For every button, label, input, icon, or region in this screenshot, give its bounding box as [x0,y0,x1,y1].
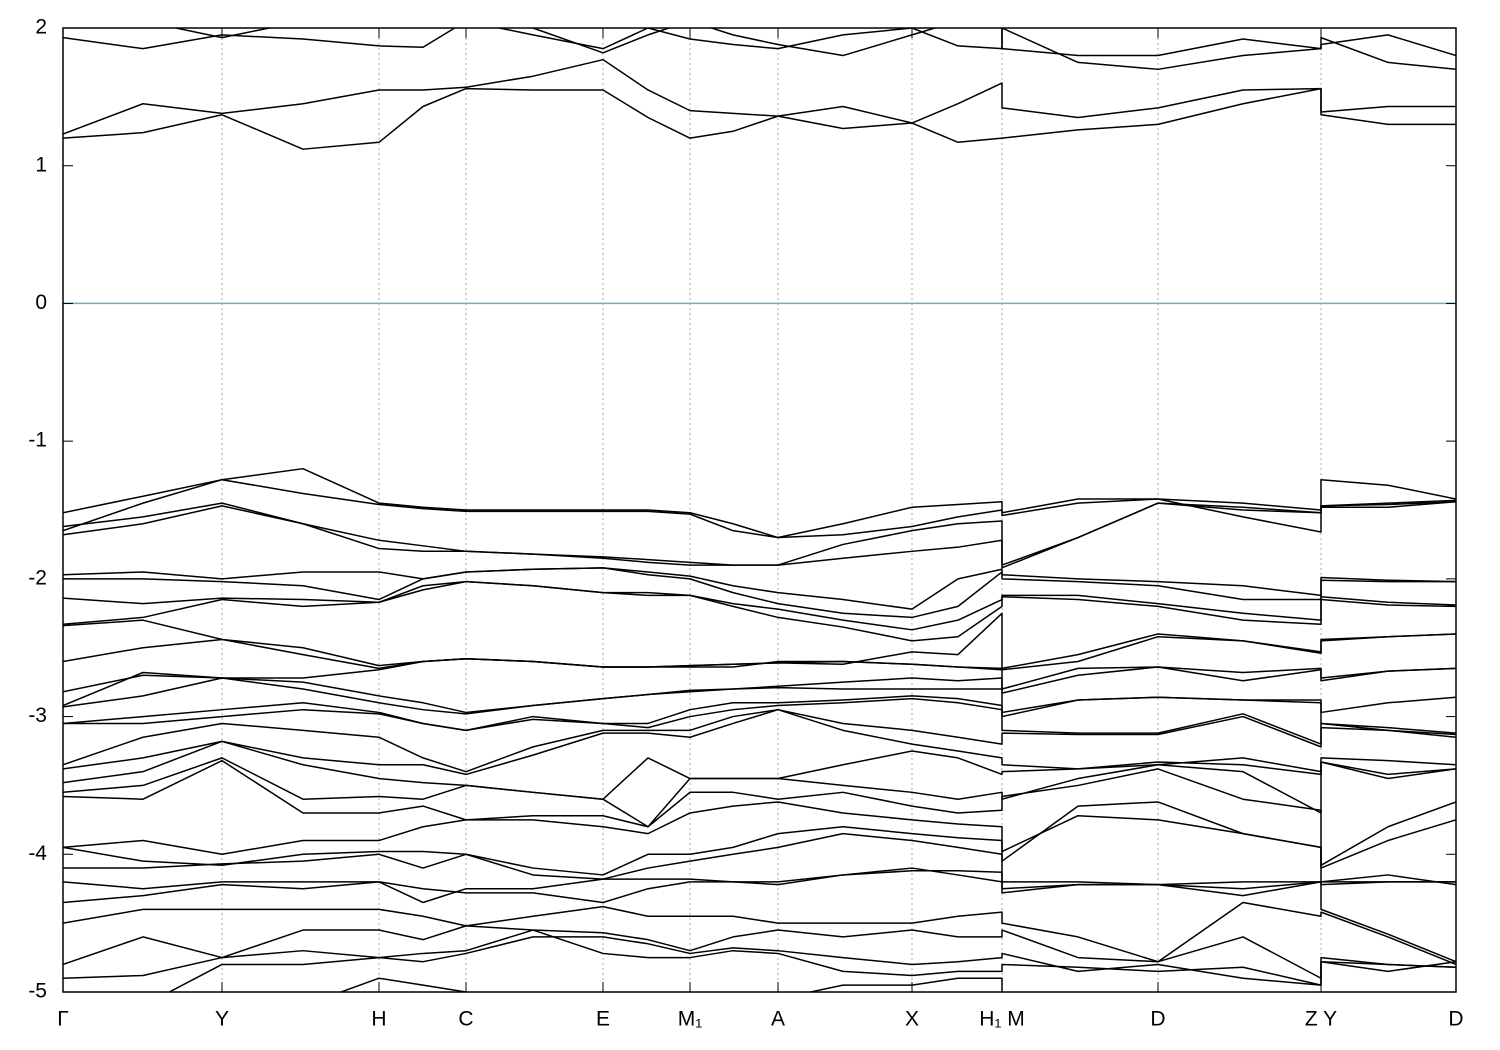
band-line [63,58,1456,135]
y-tick-label: -2 [28,566,47,589]
band-line [63,695,1456,734]
band-line [63,567,1456,610]
band-line [63,567,1456,619]
band-line [63,801,1456,886]
band-line [63,870,1456,963]
plot-frame [62,27,1457,993]
x-tick-label: H₁ M [979,1008,1025,1031]
bands-layer [63,28,1456,992]
band-line [63,499,1456,566]
x-tick-label: H [371,1008,386,1031]
band-line [63,740,1456,800]
band-line [63,633,1456,671]
x-tick-label: M₁ [678,1008,703,1031]
x-tick-label: Y [215,1008,229,1031]
x-tick-label: Γ [57,1008,69,1031]
band-line [63,901,1456,966]
band-line [63,708,1456,776]
y-tick-label: 0 [35,291,47,314]
band-line [167,929,1456,992]
band-line [63,925,1456,979]
band-line [338,977,1003,992]
y-tick-label: -5 [28,980,47,1003]
band-line [63,500,1456,569]
band-line [63,757,1456,828]
x-tick-label: A [771,1008,785,1031]
x-tick-label: D [1448,1008,1463,1031]
x-tick-label: X [905,1008,919,1031]
x-tick-label: D [1150,1008,1165,1031]
band-line [63,666,1456,714]
y-tick-label: -4 [28,842,47,865]
axes-layer: -5 -4 -3 -2 -1 0 1 2 Γ Y H C E M₁ A X H₁ M D Z Y D [28,16,1463,1031]
y-tick-label: -3 [28,704,47,727]
band-line [63,832,1456,886]
band-line [63,87,1456,150]
y-tick-label: 2 [35,16,47,39]
band-line [63,467,1456,539]
band-line [63,580,1456,631]
band-line [63,708,1456,773]
band-line [63,657,1456,693]
band-line [63,677,1456,715]
x-tick-label: E [596,1008,610,1031]
band-line [63,936,1456,986]
y-tick-label: -1 [28,429,47,452]
x-tick-label: C [458,1008,473,1031]
band-line [63,759,1456,867]
band-line [172,28,1456,57]
band-line [63,478,1456,539]
band-line [63,697,1456,745]
band-line [63,28,1456,71]
x-tick-label: Z Y [1305,1008,1337,1031]
y-tick-label: 1 [35,153,47,176]
band-line [63,580,1456,642]
band-line [63,867,1456,904]
